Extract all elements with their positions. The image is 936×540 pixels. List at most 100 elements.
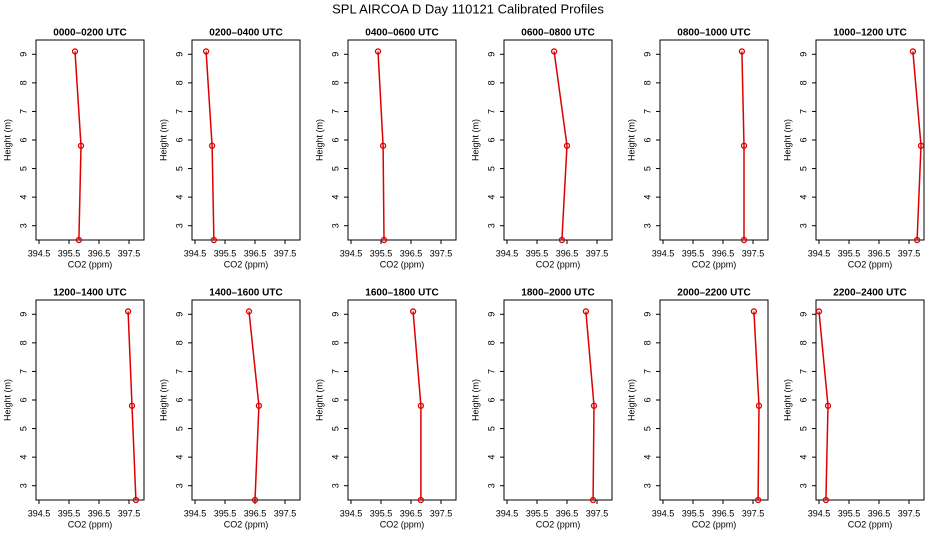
data-point bbox=[208, 142, 216, 149]
x-tick-label: 397.5 bbox=[118, 248, 141, 258]
data-point bbox=[589, 496, 597, 504]
y-axis-label: Height (m) bbox=[2, 379, 12, 421]
x-tick-label: 394.5 bbox=[496, 248, 519, 258]
y-tick-label: 9 bbox=[798, 52, 808, 57]
data-point bbox=[909, 48, 917, 55]
x-tick-label: 394.5 bbox=[496, 508, 519, 518]
x-tick-label: 394.5 bbox=[808, 508, 831, 518]
y-tick-label: 6 bbox=[330, 397, 340, 402]
x-tick-label: 397.5 bbox=[586, 508, 609, 518]
x-tick-label: 394.5 bbox=[652, 508, 675, 518]
panel-title: 1400–1600 UTC bbox=[209, 288, 282, 299]
y-tick-label: 4 bbox=[18, 195, 28, 200]
y-axis-label: Height (m) bbox=[782, 379, 792, 421]
data-point bbox=[255, 402, 263, 409]
x-axis-label: CO2 (ppm) bbox=[692, 259, 737, 269]
plot-frame bbox=[503, 299, 613, 501]
y-axis-label: Height (m) bbox=[470, 379, 480, 421]
y-axis-label: Height (m) bbox=[626, 379, 636, 421]
y-tick-label: 8 bbox=[642, 340, 652, 345]
y-tick-label: 8 bbox=[486, 80, 496, 85]
profile-line bbox=[753, 311, 760, 501]
y-tick-label: 6 bbox=[798, 137, 808, 142]
y-tick-label: 5 bbox=[642, 426, 652, 431]
y-tick-label: 3 bbox=[18, 483, 28, 488]
y-tick-label: 9 bbox=[330, 52, 340, 57]
panel-title: 0200–0400 UTC bbox=[209, 28, 282, 39]
plot-frame bbox=[35, 299, 145, 501]
profile-line bbox=[912, 51, 922, 241]
data-point bbox=[750, 308, 758, 315]
panel-title: 1600–1800 UTC bbox=[365, 288, 438, 299]
plot-frame bbox=[191, 39, 301, 241]
data-point bbox=[374, 48, 382, 55]
y-tick-label: 9 bbox=[642, 312, 652, 317]
y-tick-label: 4 bbox=[642, 455, 652, 460]
plot-frame bbox=[815, 299, 925, 501]
profile-line bbox=[248, 311, 260, 501]
data-point bbox=[124, 308, 132, 315]
y-tick-label: 3 bbox=[798, 223, 808, 228]
x-axis-label: CO2 (ppm) bbox=[224, 259, 269, 269]
x-axis-label: CO2 (ppm) bbox=[380, 259, 425, 269]
y-tick-label: 7 bbox=[330, 369, 340, 374]
y-tick-label: 4 bbox=[642, 195, 652, 200]
x-axis-label: CO2 (ppm) bbox=[536, 259, 581, 269]
x-tick-label: 396.5 bbox=[712, 248, 735, 258]
data-point bbox=[251, 496, 259, 504]
y-tick-label: 7 bbox=[18, 109, 28, 114]
x-tick-label: 394.5 bbox=[184, 508, 207, 518]
y-tick-label: 7 bbox=[798, 369, 808, 374]
y-tick-label: 8 bbox=[798, 340, 808, 345]
y-tick-label: 9 bbox=[486, 312, 496, 317]
y-tick-label: 4 bbox=[486, 455, 496, 460]
chart-title: SPL AIRCOA D Day 110121 Calibrated Profi… bbox=[332, 1, 604, 16]
y-tick-label: 6 bbox=[18, 397, 28, 402]
x-tick-label: 396.5 bbox=[244, 248, 267, 258]
y-tick-label: 6 bbox=[642, 397, 652, 402]
y-tick-label: 7 bbox=[642, 109, 652, 114]
y-tick-label: 7 bbox=[798, 109, 808, 114]
data-point bbox=[202, 48, 210, 55]
y-axis-label: Height (m) bbox=[470, 119, 480, 161]
y-axis-label: Height (m) bbox=[2, 119, 12, 161]
y-tick-label: 5 bbox=[18, 426, 28, 431]
plot-frame bbox=[659, 299, 769, 501]
x-tick-label: 394.5 bbox=[28, 248, 51, 258]
y-tick-label: 5 bbox=[642, 166, 652, 171]
y-tick-label: 8 bbox=[330, 80, 340, 85]
y-tick-label: 7 bbox=[486, 369, 496, 374]
y-tick-label: 5 bbox=[330, 426, 340, 431]
y-tick-label: 7 bbox=[18, 369, 28, 374]
plot-frame bbox=[503, 39, 613, 241]
y-tick-label: 8 bbox=[18, 80, 28, 85]
data-point bbox=[409, 308, 417, 315]
y-tick-label: 4 bbox=[330, 455, 340, 460]
y-tick-label: 9 bbox=[174, 52, 184, 57]
y-tick-label: 6 bbox=[174, 137, 184, 142]
x-tick-label: 397.5 bbox=[430, 248, 453, 258]
y-tick-label: 4 bbox=[18, 455, 28, 460]
data-point bbox=[917, 142, 925, 149]
x-tick-label: 397.5 bbox=[898, 508, 921, 518]
y-tick-label: 5 bbox=[486, 166, 496, 171]
x-axis-label: CO2 (ppm) bbox=[536, 519, 581, 529]
x-tick-label: 395.5 bbox=[370, 248, 393, 258]
data-point bbox=[738, 48, 746, 55]
data-point bbox=[754, 496, 762, 504]
y-tick-label: 3 bbox=[642, 483, 652, 488]
data-point bbox=[550, 48, 558, 55]
data-point bbox=[75, 236, 83, 244]
panel-title: 1000–1200 UTC bbox=[833, 28, 906, 39]
panel-title: 2200–2400 UTC bbox=[833, 288, 906, 299]
x-tick-label: 397.5 bbox=[274, 508, 297, 518]
y-tick-label: 6 bbox=[642, 137, 652, 142]
panel-title: 1200–1400 UTC bbox=[53, 288, 126, 299]
data-point bbox=[245, 308, 253, 315]
x-tick-label: 395.5 bbox=[682, 508, 705, 518]
y-tick-label: 6 bbox=[798, 397, 808, 402]
y-tick-label: 9 bbox=[798, 312, 808, 317]
x-axis-label: CO2 (ppm) bbox=[68, 259, 113, 269]
y-tick-label: 5 bbox=[798, 166, 808, 171]
panel-title: 0600–0800 UTC bbox=[521, 28, 594, 39]
